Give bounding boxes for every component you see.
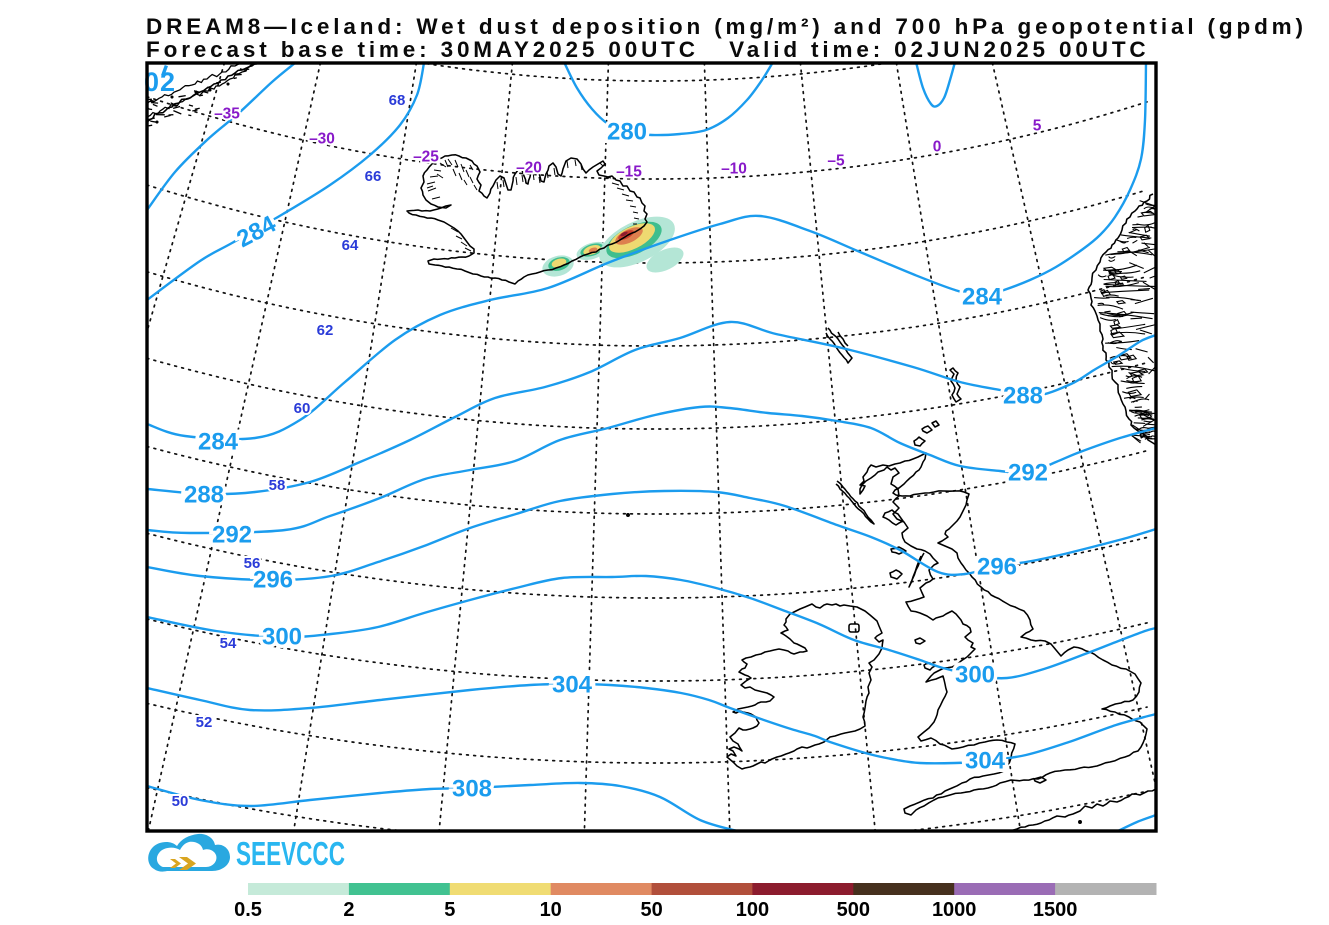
svg-text:58: 58 — [269, 477, 286, 494]
svg-text:64: 64 — [342, 237, 359, 254]
svg-text:304: 304 — [965, 748, 1006, 775]
svg-text:0: 0 — [933, 139, 942, 156]
svg-text:288: 288 — [184, 482, 224, 509]
svg-text:56: 56 — [244, 555, 261, 572]
svg-text:288: 288 — [1003, 383, 1043, 410]
svg-text:62: 62 — [317, 322, 334, 339]
svg-text:60: 60 — [294, 400, 311, 417]
svg-text:58: 58 — [269, 477, 286, 494]
svg-text:304: 304 — [552, 672, 593, 699]
svg-text:100: 100 — [736, 899, 769, 921]
svg-text:296: 296 — [253, 567, 293, 594]
svg-text:300: 300 — [955, 662, 995, 689]
svg-text:DREAM8—Iceland: Wet dust depos: DREAM8—Iceland: Wet dust deposition (mg/… — [146, 14, 1307, 39]
svg-text:300: 300 — [955, 662, 995, 689]
svg-text:54: 54 — [220, 635, 237, 652]
svg-text:5: 5 — [444, 899, 455, 921]
svg-text:54: 54 — [220, 635, 237, 652]
svg-text:300: 300 — [262, 624, 302, 651]
svg-text:1000: 1000 — [932, 899, 977, 921]
svg-text:500: 500 — [837, 899, 870, 921]
svg-text:50: 50 — [172, 793, 189, 810]
svg-text:284: 284 — [962, 284, 1003, 311]
svg-text:52: 52 — [196, 714, 213, 731]
svg-text:292: 292 — [1008, 460, 1048, 487]
svg-text:64: 64 — [342, 237, 359, 254]
svg-text:–15: –15 — [616, 164, 642, 181]
svg-text:2: 2 — [343, 899, 354, 921]
svg-text:66: 66 — [365, 168, 382, 185]
svg-text:–15: –15 — [616, 164, 642, 181]
svg-text:284: 284 — [962, 284, 1003, 311]
svg-text:50: 50 — [172, 793, 189, 810]
svg-text:296: 296 — [977, 554, 1017, 581]
svg-text:66: 66 — [365, 168, 382, 185]
svg-text:60: 60 — [294, 400, 311, 417]
svg-text:68: 68 — [389, 92, 406, 109]
svg-text:56: 56 — [244, 555, 261, 572]
svg-text:296: 296 — [977, 554, 1017, 581]
svg-text:5: 5 — [1033, 118, 1042, 135]
svg-text:52: 52 — [196, 714, 213, 731]
svg-text:SEEVCCC: SEEVCCC — [236, 835, 345, 872]
svg-text:292: 292 — [212, 522, 252, 549]
svg-text:296: 296 — [253, 567, 293, 594]
svg-text:Forecast base time: 30MAY2025: Forecast base time: 30MAY2025 00UTC Vali… — [146, 37, 1150, 62]
svg-text:284: 284 — [198, 429, 239, 456]
svg-text:–30: –30 — [309, 131, 335, 148]
svg-text:280: 280 — [607, 119, 647, 146]
svg-text:5: 5 — [1033, 118, 1042, 135]
svg-text:1500: 1500 — [1033, 899, 1078, 921]
svg-text:–20: –20 — [516, 160, 542, 177]
svg-text:–10: –10 — [721, 161, 747, 178]
svg-text:–35: –35 — [214, 106, 240, 123]
svg-text:0.5: 0.5 — [234, 899, 262, 921]
svg-text:304: 304 — [965, 748, 1006, 775]
svg-text:10: 10 — [540, 899, 562, 921]
svg-text:–5: –5 — [827, 153, 845, 170]
svg-text:0: 0 — [933, 139, 942, 156]
svg-text:–5: –5 — [827, 153, 845, 170]
svg-text:280: 280 — [607, 119, 647, 146]
svg-text:304: 304 — [552, 672, 593, 699]
svg-text:300: 300 — [262, 624, 302, 651]
svg-text:62: 62 — [317, 322, 334, 339]
svg-text:–30: –30 — [309, 131, 335, 148]
svg-text:288: 288 — [184, 482, 224, 509]
svg-text:308: 308 — [452, 776, 492, 803]
svg-text:288: 288 — [1003, 383, 1043, 410]
svg-text:50: 50 — [640, 899, 662, 921]
svg-text:284: 284 — [198, 429, 239, 456]
svg-text:68: 68 — [389, 92, 406, 109]
svg-text:292: 292 — [1008, 460, 1048, 487]
svg-text:–25: –25 — [413, 149, 439, 166]
svg-text:308: 308 — [452, 776, 492, 803]
svg-text:–35: –35 — [214, 106, 240, 123]
svg-text:292: 292 — [212, 522, 252, 549]
svg-text:–10: –10 — [721, 161, 747, 178]
svg-text:–20: –20 — [516, 160, 542, 177]
svg-text:–25: –25 — [413, 149, 439, 166]
svg-text:2: 2 — [160, 67, 175, 97]
